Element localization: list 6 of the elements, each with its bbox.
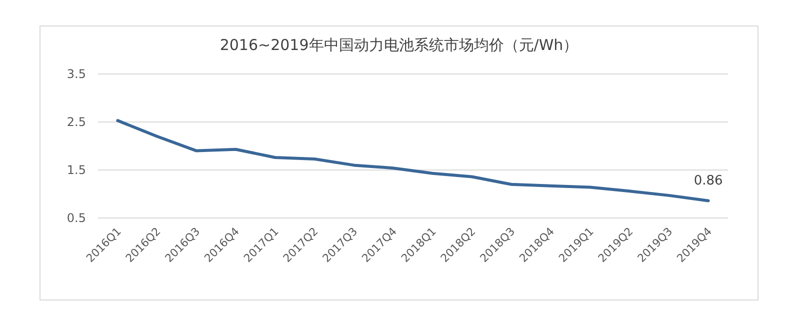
y-tick-label: 0.5 <box>66 211 86 225</box>
y-tick-label: 1.5 <box>66 163 86 177</box>
y-tick-label: 3.5 <box>66 67 86 81</box>
chart-title: 2016~2019年中国动力电池系统市场均价（元/Wh） <box>220 36 578 54</box>
y-tick-label: 2.5 <box>66 115 86 129</box>
data-label: 0.86 <box>694 174 723 189</box>
